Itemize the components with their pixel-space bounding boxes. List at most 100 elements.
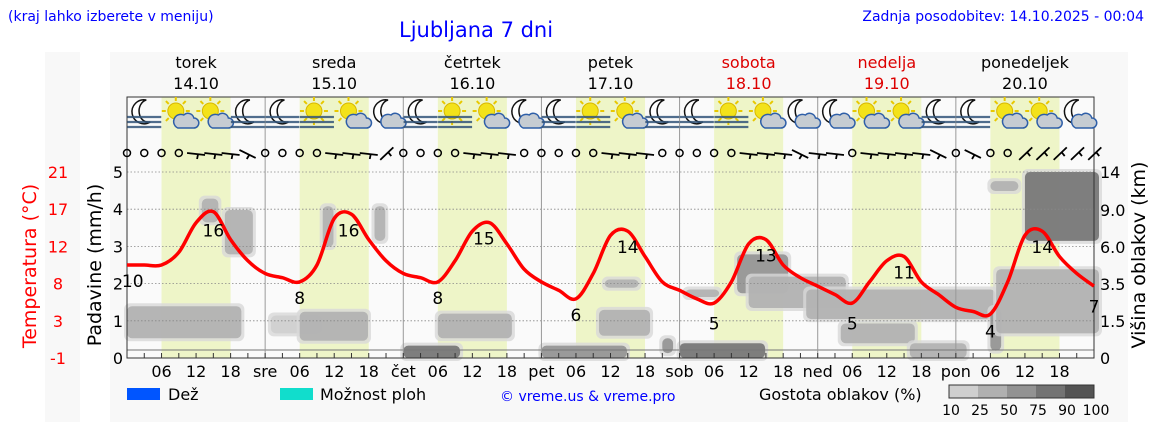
day-name: ponedeljek bbox=[981, 53, 1070, 72]
density-level-label: 100 bbox=[1083, 403, 1110, 419]
cloud-patch bbox=[541, 345, 628, 358]
sun-fog-icon bbox=[714, 97, 749, 129]
temperature-label: 14 bbox=[1031, 238, 1053, 258]
wind-calm-icon bbox=[295, 148, 304, 158]
wind-barb-icon bbox=[877, 152, 896, 160]
sun-ray bbox=[199, 100, 204, 105]
temperature-tick: 12 bbox=[48, 237, 68, 256]
temperature-label: 8 bbox=[294, 289, 305, 309]
wind-barb-feather bbox=[334, 153, 338, 160]
sun-ray bbox=[199, 117, 204, 122]
x-hour-label: 12 bbox=[186, 362, 206, 381]
wind-barb-shaft bbox=[618, 152, 637, 156]
x-hour-label: 06 bbox=[428, 362, 448, 381]
wind-barb-icon bbox=[756, 152, 776, 160]
sun-cloud-icon bbox=[610, 97, 649, 129]
wind-barb-icon bbox=[379, 146, 394, 161]
daylight-band bbox=[714, 97, 784, 358]
x-hour-label: 06 bbox=[289, 362, 309, 381]
temperature-tick: 21 bbox=[48, 163, 68, 182]
sun-ray bbox=[769, 100, 774, 105]
wind-barb-shaft bbox=[497, 152, 516, 156]
location-hint[interactable]: (kraj lahko izberete v meniju) bbox=[8, 9, 214, 25]
legend-showers-label: Možnost ploh bbox=[320, 385, 426, 404]
temperature-label: 4 bbox=[985, 323, 996, 343]
wind-barb-feather bbox=[1060, 151, 1066, 157]
sun-ray bbox=[441, 117, 446, 122]
cloud-patch bbox=[1024, 172, 1099, 241]
x-day-label: pet bbox=[528, 362, 554, 381]
sun-ray bbox=[165, 100, 170, 105]
wind-barb-feather bbox=[489, 153, 493, 160]
x-hour-label: 18 bbox=[773, 362, 793, 381]
wind-calm-icon bbox=[588, 148, 598, 158]
sun-cloud-icon bbox=[334, 97, 373, 129]
x-day-label: pon bbox=[941, 362, 971, 381]
wind-calm-icon bbox=[140, 148, 149, 158]
x-hour-label: 12 bbox=[462, 362, 482, 381]
wind-barb-shaft bbox=[1053, 146, 1068, 161]
wind-calm-icon bbox=[554, 148, 563, 158]
day-name: četrtek bbox=[444, 53, 502, 72]
moon-cloud-icon bbox=[511, 99, 545, 129]
wind-barb-shaft bbox=[635, 152, 655, 156]
density-swatch bbox=[949, 385, 978, 398]
cloud-shape bbox=[829, 112, 856, 129]
density-level-label: 10 bbox=[942, 403, 960, 419]
density-level-label: 75 bbox=[1029, 403, 1047, 419]
temperature-line bbox=[126, 209, 1096, 318]
x-hour-label: 06 bbox=[980, 362, 1000, 381]
day-name: nedelja bbox=[857, 53, 916, 72]
sun-ray bbox=[717, 100, 723, 105]
wind-barb-icon bbox=[894, 152, 914, 160]
wind-calm-icon bbox=[260, 148, 270, 158]
cloud-patch bbox=[996, 269, 1099, 334]
density-swatch bbox=[1036, 385, 1065, 398]
wind-barb-feather bbox=[196, 153, 199, 160]
moon-cloud-icon bbox=[373, 99, 407, 129]
moon-cloud-icon bbox=[1063, 99, 1098, 129]
sun-ray bbox=[1028, 117, 1033, 122]
wind-barb-feather bbox=[507, 153, 510, 160]
x-day-label: čet bbox=[391, 362, 416, 381]
temperature-label: 7 bbox=[1089, 297, 1100, 317]
x-hour-label: 18 bbox=[1049, 362, 1069, 381]
wind-barb-shaft bbox=[1018, 146, 1033, 161]
sun-ray bbox=[579, 100, 584, 105]
day-date: 17.10 bbox=[588, 74, 634, 93]
temperature-tick: 8 bbox=[53, 275, 63, 294]
precipitation-tick: 5 bbox=[113, 163, 123, 182]
sun-fog-icon bbox=[299, 97, 334, 129]
precipitation-tick: 3 bbox=[113, 237, 123, 256]
wind-barb-shaft bbox=[325, 152, 344, 156]
sun-ray bbox=[907, 100, 912, 105]
cloud-shape bbox=[518, 112, 545, 129]
density-frame bbox=[948, 384, 1095, 399]
wind-barb-icon bbox=[912, 152, 931, 160]
sun-ray bbox=[182, 100, 187, 105]
cloud-patch bbox=[299, 311, 368, 341]
moon-fog-icon bbox=[956, 99, 991, 129]
wind-barb-icon bbox=[463, 152, 482, 160]
sun-ray bbox=[717, 117, 723, 122]
cloud-shape bbox=[172, 112, 200, 129]
density-swatch bbox=[978, 385, 1007, 398]
wind-calm-icon bbox=[519, 148, 529, 158]
day-date: 15.10 bbox=[311, 74, 357, 93]
sun-ray bbox=[165, 117, 170, 122]
wind-calm-icon bbox=[951, 148, 961, 158]
density-level-label: 90 bbox=[1058, 403, 1076, 419]
wind-barb-shaft bbox=[1087, 146, 1102, 161]
wind-calm-icon bbox=[692, 148, 702, 158]
moon-fog-icon bbox=[265, 99, 300, 129]
sun-ray bbox=[1028, 100, 1033, 105]
wind-barb-feather bbox=[766, 153, 769, 160]
wind-barb-shaft bbox=[860, 152, 879, 156]
copyright-link[interactable]: © vreme.us & vreme.pro bbox=[500, 389, 675, 405]
cloud-patch bbox=[374, 206, 386, 241]
cloud-shape bbox=[207, 112, 235, 129]
sun-ray bbox=[303, 100, 308, 105]
sun-ray bbox=[994, 100, 999, 105]
wind-barb-shaft bbox=[964, 149, 982, 159]
wind-barb-shaft bbox=[463, 152, 482, 156]
